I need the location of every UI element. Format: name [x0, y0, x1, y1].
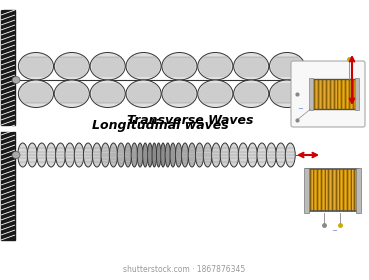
Ellipse shape [220, 143, 230, 167]
Bar [1, 132, 15, 240]
Ellipse shape [18, 143, 28, 167]
Ellipse shape [137, 143, 143, 167]
Text: shutterstock.com · 1867876345: shutterstock.com · 1867876345 [123, 265, 245, 274]
Ellipse shape [234, 80, 269, 108]
Ellipse shape [162, 80, 197, 108]
Ellipse shape [27, 143, 37, 167]
Ellipse shape [162, 53, 197, 80]
Ellipse shape [101, 143, 110, 167]
Ellipse shape [276, 143, 286, 167]
Ellipse shape [124, 143, 131, 167]
Ellipse shape [37, 143, 46, 167]
Ellipse shape [285, 143, 295, 167]
Bar [1, 10, 15, 125]
Ellipse shape [131, 143, 138, 167]
Ellipse shape [269, 80, 305, 108]
Ellipse shape [109, 143, 118, 167]
Ellipse shape [74, 143, 84, 167]
FancyBboxPatch shape [291, 61, 365, 127]
Ellipse shape [90, 53, 125, 80]
Ellipse shape [170, 143, 176, 167]
Bar [355, 78, 359, 110]
Bar [355, 167, 361, 213]
Ellipse shape [12, 151, 20, 158]
Ellipse shape [234, 53, 269, 80]
Ellipse shape [196, 143, 204, 167]
Bar [303, 167, 308, 213]
Ellipse shape [238, 143, 248, 167]
Ellipse shape [257, 143, 267, 167]
Ellipse shape [83, 143, 93, 167]
Ellipse shape [65, 143, 75, 167]
Ellipse shape [165, 143, 170, 167]
Ellipse shape [248, 143, 258, 167]
Bar [306, 169, 358, 211]
Ellipse shape [266, 143, 276, 167]
Ellipse shape [161, 143, 165, 167]
Ellipse shape [211, 143, 221, 167]
Ellipse shape [18, 80, 54, 108]
Ellipse shape [203, 143, 212, 167]
Bar [311, 79, 356, 109]
Ellipse shape [148, 143, 152, 167]
Ellipse shape [56, 143, 65, 167]
Text: ~: ~ [331, 228, 337, 234]
Ellipse shape [90, 80, 125, 108]
Ellipse shape [269, 53, 305, 80]
Ellipse shape [182, 143, 189, 167]
Ellipse shape [54, 53, 89, 80]
Ellipse shape [12, 76, 20, 83]
Ellipse shape [176, 143, 182, 167]
Text: Transverse Waves: Transverse Waves [127, 113, 253, 127]
Bar [308, 78, 313, 110]
Ellipse shape [126, 80, 161, 108]
Text: Longitudinal waves: Longitudinal waves [92, 118, 228, 132]
Ellipse shape [46, 143, 56, 167]
Ellipse shape [152, 143, 156, 167]
Ellipse shape [117, 143, 125, 167]
Ellipse shape [198, 80, 233, 108]
Ellipse shape [126, 53, 161, 80]
Ellipse shape [92, 143, 101, 167]
Ellipse shape [156, 143, 161, 167]
Ellipse shape [143, 143, 148, 167]
Ellipse shape [198, 53, 233, 80]
Ellipse shape [188, 143, 196, 167]
Ellipse shape [54, 80, 89, 108]
Ellipse shape [18, 53, 54, 80]
Text: ~: ~ [297, 106, 303, 112]
Ellipse shape [229, 143, 239, 167]
